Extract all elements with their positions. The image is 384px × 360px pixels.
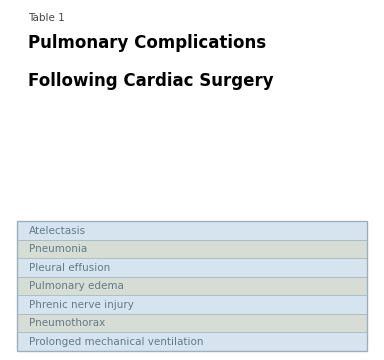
Text: Pulmonary edema: Pulmonary edema [29, 281, 124, 291]
Text: Pneumonia: Pneumonia [29, 244, 87, 254]
Text: Pleural effusion: Pleural effusion [29, 263, 110, 273]
Text: Phrenic nerve injury: Phrenic nerve injury [29, 300, 134, 310]
Text: Table 1: Table 1 [28, 13, 65, 23]
Text: Pneumothorax: Pneumothorax [29, 318, 105, 328]
Text: Atelectasis: Atelectasis [29, 226, 86, 236]
Text: Prolonged mechanical ventilation: Prolonged mechanical ventilation [29, 337, 203, 347]
Bar [17, 221, 367, 351]
Bar [17, 221, 367, 240]
Bar [17, 333, 367, 351]
Bar [17, 296, 367, 314]
Text: Pulmonary Complications: Pulmonary Complications [28, 34, 266, 52]
Bar [17, 314, 367, 333]
Text: Following Cardiac Surgery: Following Cardiac Surgery [28, 72, 273, 90]
Bar [17, 258, 367, 277]
Bar [17, 240, 367, 258]
Bar [17, 277, 367, 296]
